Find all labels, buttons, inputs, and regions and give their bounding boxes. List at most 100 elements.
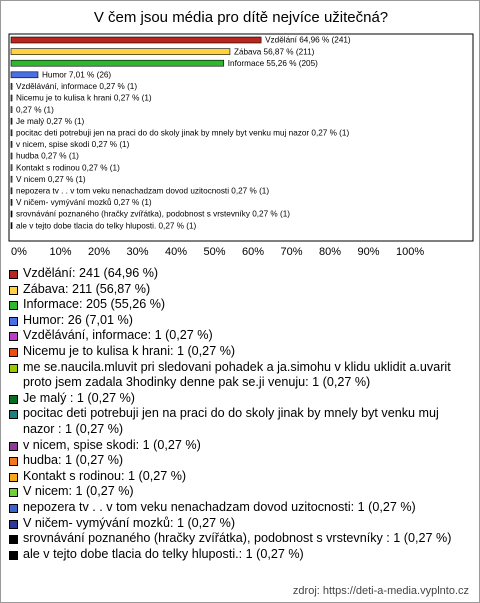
x-tick-label: 70% <box>281 246 303 258</box>
legend-label: V ničem- vymývání mozků: 1 (0,27 %) <box>23 515 236 530</box>
bar <box>10 141 13 148</box>
bar-label: 0,27 % (1) <box>16 105 54 114</box>
bar <box>10 83 13 90</box>
legend-swatch <box>9 503 18 513</box>
bar-label: Vzdělání 64,96 % (241) <box>265 36 351 45</box>
bar-label: hudba 0,27 % (1) <box>16 152 79 161</box>
bar <box>10 94 13 102</box>
bar-label: nepozera tv . . v tom veku nenachadzam d… <box>16 186 269 195</box>
x-tick-label: 30% <box>127 246 149 258</box>
legend-label: Kontakt s rodinou: 1 (0,27 %) <box>23 468 187 483</box>
legend-label: v nicem, spise skodi: 1 (0,27 %) <box>23 437 201 452</box>
legend-item: Zábava: 211 (56,87 %) <box>9 282 471 298</box>
bar <box>10 199 13 206</box>
x-tick-label: 50% <box>204 246 226 258</box>
x-tick-label: 0% <box>11 246 27 258</box>
legend-swatch <box>9 472 18 482</box>
bar <box>10 210 13 218</box>
legend-swatch <box>9 488 18 498</box>
bar-label: Kontakt s rodinou 0,27 % (1) <box>16 163 120 172</box>
bar <box>10 48 231 55</box>
bar-label: Informace 55,26 % (205) <box>228 59 318 68</box>
legend-swatch <box>9 347 18 357</box>
legend: Vzdělání: 241 (64,96 %) Zábava: 211 (56,8… <box>9 266 471 562</box>
legend-label: Humor: 26 (7,01 %) <box>23 312 133 327</box>
legend-item: Kontakt s rodinou: 1 (0,27 %) <box>9 469 471 485</box>
bar-label: Nicemu je to kulisa k hrani 0,27 % (1) <box>16 94 152 103</box>
legend-swatch <box>9 363 18 373</box>
legend-item: Je malý : 1 (0,27 %) <box>9 391 471 407</box>
legend-label: ale v tejto dobe tlacia do telky hlupost… <box>23 546 304 561</box>
legend-item: Humor: 26 (7,01 %) <box>9 313 471 329</box>
legend-item: srovnávání poznaného (hračky zvířátka), … <box>9 531 471 547</box>
bar-label: V nicem 0,27 % (1) <box>16 175 86 184</box>
legend-swatch <box>9 410 18 420</box>
bar <box>10 36 262 44</box>
legend-item: nepozera tv . . v tom veku nenachadzam d… <box>9 500 471 516</box>
bar <box>10 222 13 229</box>
legend-item: hudba: 1 (0,27 %) <box>9 453 471 469</box>
x-tick-label: 60% <box>242 246 264 258</box>
chart-title: V čem jsou média pro dítě nejvíce užiteč… <box>94 9 388 26</box>
bar-label: srovnávání poznaného (hračky zvířátka), … <box>16 210 290 219</box>
bar-label: Je malý 0,27 % (1) <box>16 117 85 126</box>
legend-item: me se.naucila.mluvit pri sledovani pohad… <box>9 360 471 391</box>
legend-swatch <box>9 332 18 342</box>
legend-swatch <box>9 441 18 451</box>
legend-item: Vzdělání: 241 (64,96 %) <box>9 266 471 282</box>
legend-swatch <box>9 519 18 529</box>
legend-item: Vzdělávání, informace: 1 (0,27 %) <box>9 328 471 344</box>
x-tick-label: 90% <box>358 246 380 258</box>
bar <box>10 187 13 195</box>
legend-swatch <box>9 535 18 545</box>
legend-label: Informace: 205 (55,26 %) <box>23 297 166 312</box>
legend-label: Vzdělání: 241 (64,96 %) <box>23 266 159 280</box>
bar <box>10 175 13 183</box>
bar <box>10 71 39 79</box>
bar <box>10 129 13 137</box>
bar-label: ale v tejto dobe tlacia do telky hlupost… <box>16 221 197 230</box>
legend-swatch <box>9 316 18 326</box>
legend-swatch <box>9 301 18 311</box>
legend-item: pocitac deti potrebuji jen na praci do d… <box>9 406 471 437</box>
legend-label: Je malý : 1 (0,27 %) <box>23 390 135 405</box>
bar-label: v nicem, spise skodi 0,27 % (1) <box>16 140 130 149</box>
bar-label: pocitac deti potrebuji jen na praci do d… <box>16 128 349 137</box>
bar <box>10 117 13 125</box>
x-tick-label: 80% <box>319 246 341 258</box>
bar-label: Humor 7,01 % (26) <box>42 70 111 79</box>
legend-label: me se.naucila.mluvit pri sledovani pohad… <box>23 359 451 390</box>
legend-label: hudba: 1 (0,27 %) <box>23 453 124 468</box>
bar-label: Zábava 56,87 % (211) <box>234 47 315 56</box>
legend-label: V nicem: 1 (0,27 %) <box>23 484 134 499</box>
legend-label: srovnávání poznaného (hračky zvířátka), … <box>23 531 452 546</box>
x-tick-label: 20% <box>88 246 110 258</box>
x-tick-label: 40% <box>165 246 187 258</box>
source: zdroj: https://deti-a-media.vyplnto.cz <box>292 585 469 597</box>
legend-swatch <box>9 270 18 279</box>
chart: V čem jsou média pro dítě nejvíce užiteč… <box>8 9 474 258</box>
legend-swatch <box>9 394 18 404</box>
legend-label: pocitac deti potrebuji jen na praci do d… <box>23 406 439 436</box>
legend-item: ale v tejto dobe tlacia do telky hlupost… <box>9 547 471 563</box>
plot-frame <box>8 33 474 242</box>
bar <box>10 152 13 160</box>
legend-swatch <box>9 457 18 467</box>
legend-item: V ničem- vymývání mozků: 1 (0,27 %) <box>9 516 471 532</box>
bar <box>10 106 13 113</box>
bar <box>10 164 13 171</box>
x-tick-label: 10% <box>50 246 72 258</box>
legend-label: Vzdělávání, informace: 1 (0,27 %) <box>23 328 213 343</box>
legend-item: V nicem: 1 (0,27 %) <box>9 484 471 500</box>
legend-item: Informace: 205 (55,26 %) <box>9 297 471 313</box>
legend-item: v nicem, spise skodi: 1 (0,27 %) <box>9 438 471 454</box>
bar-label: Vzdělávání, informace 0,27 % (1) <box>16 82 137 91</box>
legend-swatch <box>9 550 18 560</box>
legend-label: Nicemu je to kulisa k hrani: 1 (0,27 %) <box>23 343 236 358</box>
bar-label: V ničem- vymývání mozků 0,27 % (1) <box>16 197 152 207</box>
legend-swatch <box>9 285 18 295</box>
legend-label: nepozera tv . . v tom veku nenachadzam d… <box>23 499 416 514</box>
legend-label: Zábava: 211 (56,87 %) <box>23 281 151 296</box>
legend-item: Nicemu je to kulisa k hrani: 1 (0,27 %) <box>9 344 471 360</box>
